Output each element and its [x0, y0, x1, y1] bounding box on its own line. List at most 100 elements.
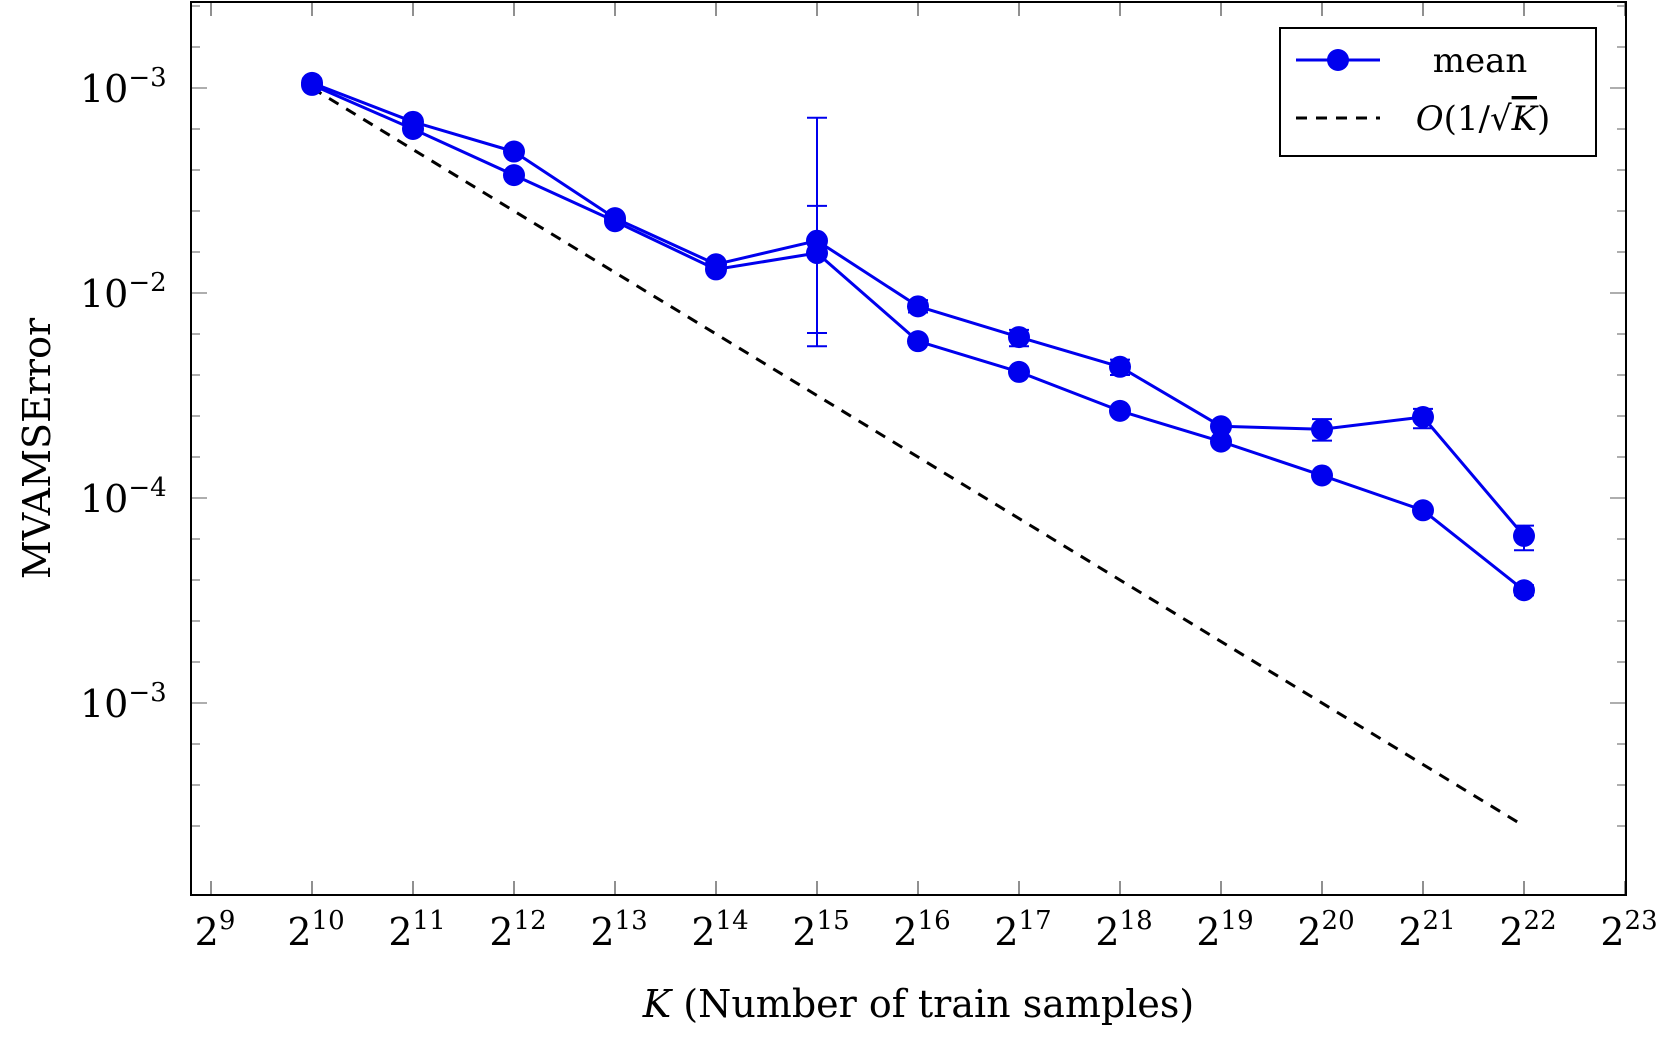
x-tick-exponent: 9 — [219, 906, 236, 936]
legend-var: K — [1511, 99, 1540, 139]
y-tick-exponent: −3 — [128, 63, 166, 93]
y-tick-base: 10 — [80, 477, 128, 521]
x-tick-exponent: 12 — [514, 906, 547, 936]
x-tick-base: 2 — [1095, 910, 1119, 954]
x-tick-label: 221 — [1398, 906, 1455, 954]
y-tick-label: 10−3 — [80, 63, 167, 111]
data-point — [604, 210, 626, 233]
x-tick-exponent: 10 — [312, 906, 345, 936]
x-tick-exponent: 23 — [1625, 906, 1658, 936]
legend-big-o: O — [1416, 99, 1444, 139]
data-point — [907, 330, 929, 353]
x-tick-label: 211 — [388, 906, 445, 954]
legend-paren-close: ) — [1537, 99, 1550, 139]
axis-ticks — [191, 2, 1626, 895]
data-point — [1210, 415, 1232, 438]
data-point — [1109, 399, 1131, 422]
reference-line — [311, 86, 1525, 828]
x-tick-label: 215 — [792, 906, 849, 954]
data-point — [1513, 524, 1535, 547]
x-tick-base: 2 — [1600, 910, 1624, 954]
x-tick-exponent: 20 — [1322, 906, 1355, 936]
x-tick-base: 2 — [994, 910, 1018, 954]
x-tick-label: 220 — [1297, 906, 1354, 954]
x-tick-exponent: 14 — [716, 906, 749, 936]
legend: mean O(1/√K) — [1279, 27, 1597, 157]
legend-box — [1279, 27, 1597, 157]
legend-label-reference: O(1/√K) — [1416, 99, 1551, 139]
data-point — [1412, 406, 1434, 429]
y-tick-label: 10−2 — [80, 268, 167, 316]
x-tick-base: 2 — [388, 910, 412, 954]
data-point — [1109, 355, 1131, 378]
y-tick-exponent: −3 — [128, 678, 166, 708]
data-point — [1210, 430, 1232, 453]
x-tick-base: 2 — [1499, 910, 1523, 954]
data-point — [1513, 579, 1535, 602]
legend-marker-mean — [1327, 49, 1349, 71]
x-tick-label: 213 — [590, 906, 647, 954]
x-tick-base: 2 — [691, 910, 715, 954]
x-tick-label: 29 — [195, 906, 236, 954]
x-tick-exponent: 17 — [1019, 906, 1052, 936]
y-tick-base: 10 — [80, 272, 128, 316]
data-point — [907, 295, 929, 318]
x-tick-base: 2 — [590, 910, 614, 954]
data-markers — [301, 71, 1535, 602]
x-tick-exponent: 13 — [615, 906, 648, 936]
x-tick-label: 216 — [893, 906, 950, 954]
y-tick-label: 10−3 — [80, 678, 167, 726]
x-axis-variable: K — [642, 982, 674, 1026]
x-tick-base: 2 — [489, 910, 513, 954]
plot-frame — [190, 1, 1627, 896]
y-tick-exponent: −2 — [128, 268, 166, 298]
data-point — [301, 73, 323, 96]
x-tick-exponent: 18 — [1120, 906, 1153, 936]
y-tick-label: 10−4 — [80, 473, 167, 521]
data-point — [1311, 418, 1333, 441]
x-tick-base: 2 — [1297, 910, 1321, 954]
plot-lines — [311, 81, 1526, 828]
x-tick-label: 210 — [287, 906, 344, 954]
x-tick-exponent: 16 — [918, 906, 951, 936]
data-point — [1311, 464, 1333, 487]
data-point — [705, 258, 727, 281]
y-tick-base: 10 — [80, 67, 128, 111]
legend-paren-open: (1/ — [1444, 99, 1491, 139]
y-tick-base: 10 — [80, 682, 128, 726]
data-point — [1008, 360, 1030, 383]
y-tick-exponent: −4 — [128, 473, 166, 503]
legend-label-mean: mean — [1433, 41, 1528, 81]
x-tick-base: 2 — [287, 910, 311, 954]
y-tick-labels: 10−310−210−410−3 — [80, 63, 167, 726]
x-tick-labels: 29 210 211 212 213 214 215 216 217 218 219 220 221 22… — [195, 906, 1658, 954]
data-point — [806, 242, 828, 265]
x-tick-base: 2 — [1398, 910, 1422, 954]
x-tick-base: 2 — [792, 910, 816, 954]
x-axis-title: K (Number of train samples) — [642, 982, 1194, 1026]
data-point — [1412, 499, 1434, 522]
x-tick-label: 222 — [1499, 906, 1556, 954]
x-tick-base: 2 — [1196, 910, 1220, 954]
x-tick-label: 219 — [1196, 906, 1253, 954]
x-tick-exponent: 15 — [817, 906, 850, 936]
x-tick-label: 214 — [691, 906, 748, 954]
x-tick-label: 223 — [1600, 906, 1657, 954]
x-tick-exponent: 22 — [1524, 906, 1557, 936]
data-point — [503, 140, 525, 163]
data-point — [402, 118, 424, 140]
y-axis-title: MVAMSError — [15, 317, 59, 579]
x-tick-exponent: 19 — [1221, 906, 1254, 936]
x-tick-base: 2 — [195, 910, 219, 954]
x-tick-label: 218 — [1095, 906, 1152, 954]
x-tick-label: 212 — [489, 906, 546, 954]
data-point — [1008, 326, 1030, 349]
data-point — [503, 164, 525, 187]
x-tick-exponent: 11 — [413, 906, 446, 936]
x-axis-title-text: (Number of train samples) — [671, 982, 1194, 1026]
legend-sqrt: √ — [1490, 99, 1512, 139]
x-tick-exponent: 21 — [1423, 906, 1456, 936]
x-tick-base: 2 — [893, 910, 917, 954]
x-tick-label: 217 — [994, 906, 1051, 954]
